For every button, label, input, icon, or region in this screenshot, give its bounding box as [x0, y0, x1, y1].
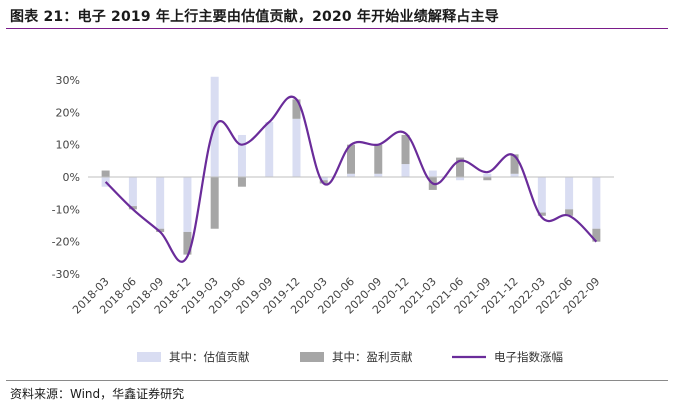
earnings-bar [237, 177, 246, 187]
earnings-bar [537, 212, 546, 216]
valuation-bar [128, 177, 137, 207]
valuation-bar [265, 122, 274, 177]
y-tick-label: -10% [52, 203, 80, 216]
y-axis: -30% -20% -10% 0% 10% 20% 30% [52, 74, 80, 281]
valuation-bar [156, 177, 165, 229]
legend-earnings-label: 其中：盈利贡献 [332, 350, 413, 364]
valuation-bar [565, 177, 574, 210]
y-tick-label: 30% [56, 74, 80, 87]
legend-earnings-swatch [300, 352, 324, 362]
valuation-bar [483, 173, 492, 177]
y-tick-label: 20% [56, 106, 80, 119]
y-tick-label: 10% [56, 139, 80, 152]
title-divider [6, 28, 668, 29]
earnings-bar [347, 144, 355, 174]
legend-valuation-label: 其中：估值贡献 [169, 350, 250, 364]
valuation-bar [237, 134, 246, 177]
valuation-bar [401, 164, 410, 177]
x-axis: 2018-032018-062018-092018-122019-032019-… [70, 275, 602, 317]
earnings-bar [565, 209, 574, 216]
earnings-bar [156, 228, 165, 232]
earnings-bar [128, 206, 137, 210]
earnings-bar [292, 99, 301, 119]
earnings-bar [592, 228, 601, 242]
index-line [104, 95, 598, 263]
valuation-bar [347, 173, 355, 177]
y-tick-label: -30% [52, 268, 80, 281]
earnings-bar [183, 231, 192, 255]
valuation-bar [510, 173, 519, 177]
earnings-bar [483, 177, 492, 181]
chart-title: 图表 21：电子 2019 年上行主要由估值贡献，2020 年开始业绩解释占主导 [10, 9, 499, 25]
footer-divider [6, 380, 668, 381]
y-tick-label: 0% [63, 171, 80, 184]
chart-canvas: -30% -20% -10% 0% 10% 20% 30% 2018-032018-0620… [52, 74, 614, 364]
earnings-bars [101, 99, 601, 255]
source-note: 资料来源：Wind，华鑫证券研究 [10, 387, 185, 401]
valuation-bar [428, 170, 437, 177]
y-tick-label: -20% [52, 236, 80, 249]
earnings-bar [401, 134, 410, 165]
legend-index-label: 电子指数涨幅 [494, 350, 563, 364]
earnings-bar [210, 177, 219, 229]
valuation-bar [456, 177, 465, 181]
valuation-bar [592, 177, 601, 229]
valuation-bar [183, 177, 192, 232]
valuation-bar [537, 177, 546, 213]
earnings-bar [319, 180, 328, 184]
valuation-bar [319, 177, 328, 181]
legend-valuation-swatch [137, 352, 161, 362]
earnings-bar [101, 170, 110, 177]
valuation-bar [292, 118, 301, 177]
valuation-bar [374, 173, 383, 177]
earnings-bar [510, 154, 519, 174]
index-line-path [104, 95, 598, 263]
legend: 其中：估值贡献 其中：盈利贡献 电子指数涨幅 [137, 350, 563, 364]
earnings-bar [374, 144, 383, 174]
earnings-bar [456, 157, 465, 177]
